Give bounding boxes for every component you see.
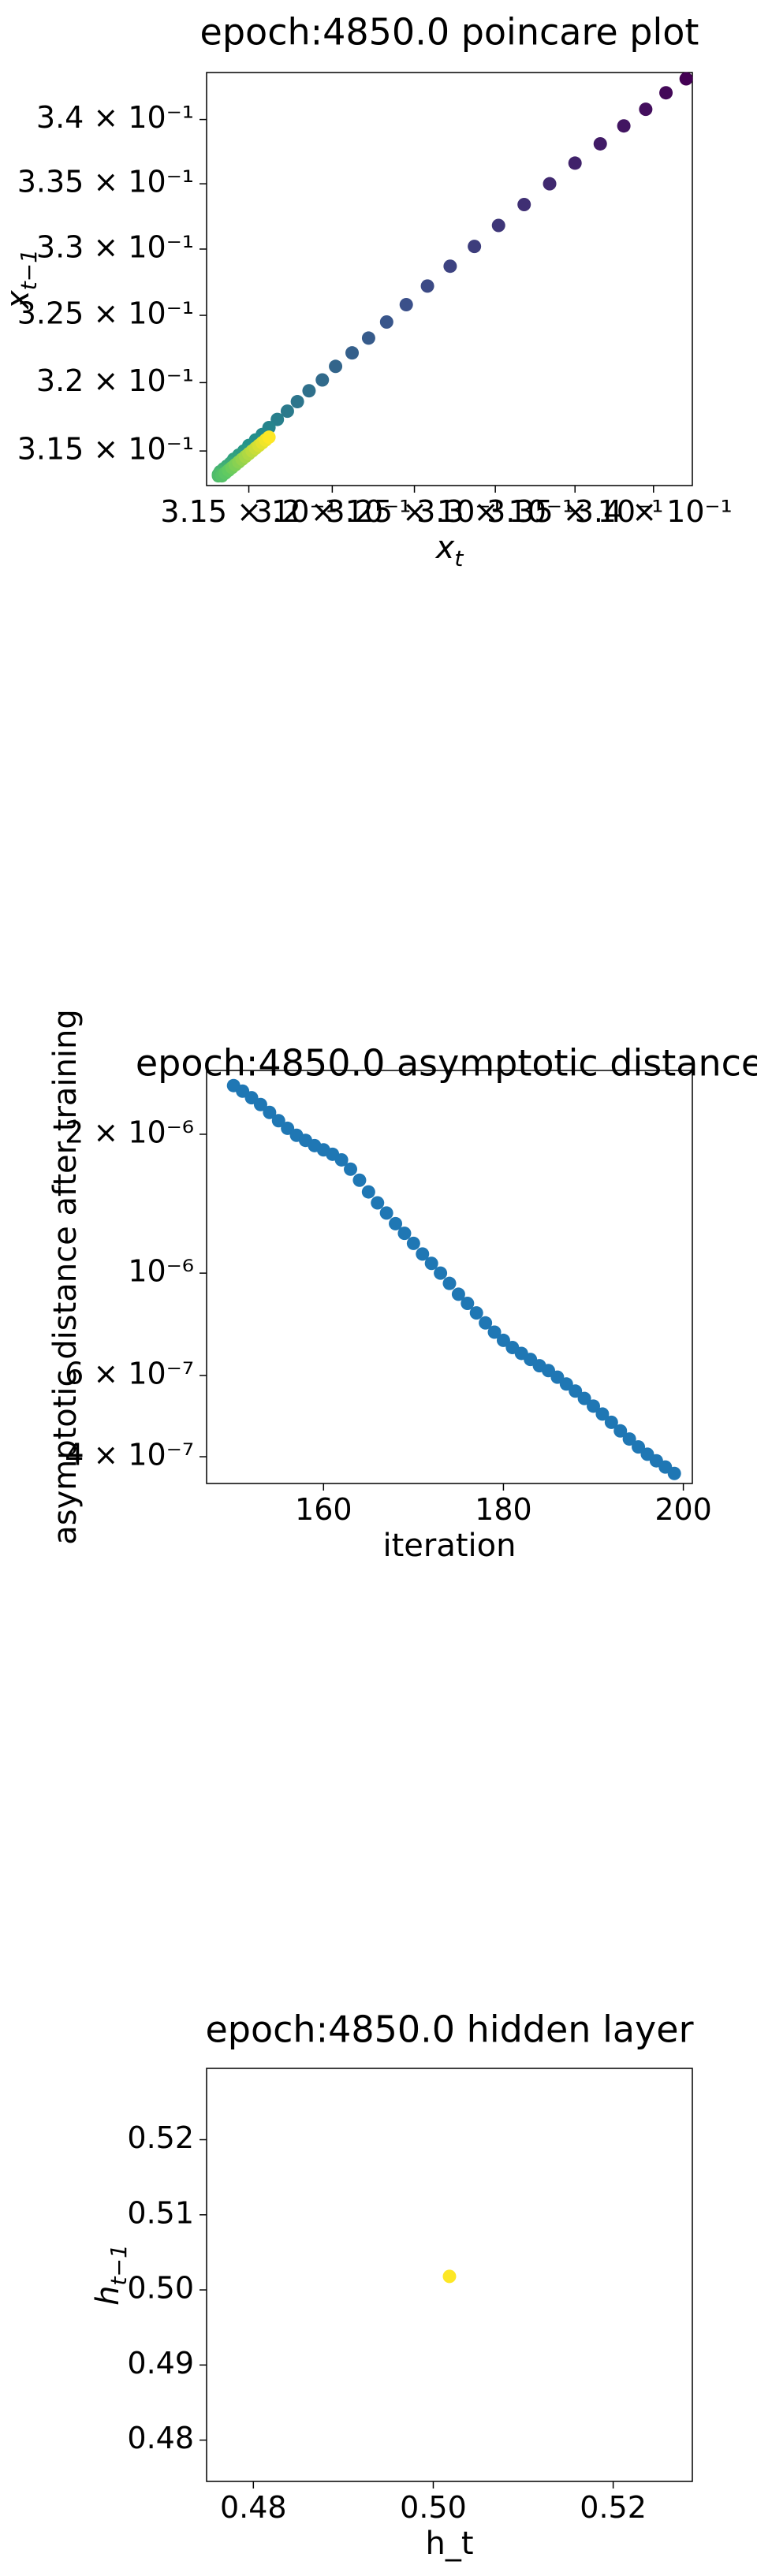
data-point [406,1236,420,1250]
x-tick-label: 3.4 × 10⁻¹ [575,494,733,529]
y-tick-label: 2 × 10⁻⁶ [65,1115,194,1149]
x-tick-label: 3.35 × 10⁻¹ [487,494,663,529]
y-tick-label: 3.3 × 10⁻¹ [36,229,194,264]
data-point [679,72,693,86]
x-tick-label: 3.2 × 10⁻¹ [253,494,411,529]
data-point [263,1105,277,1119]
data-point [639,102,653,117]
x-tick-label: 3.15 × 10⁻¹ [160,494,337,529]
data-point [559,1377,573,1391]
data-point [379,315,393,329]
data-point [543,177,557,191]
data-point [617,119,631,133]
y-tick-label: 0.51 [127,2195,194,2230]
y-tick-label: 0.50 [127,2271,194,2306]
x-tick-label: 0.52 [580,2490,647,2525]
data-point [253,1097,267,1111]
x-tick-label: 180 [475,1492,532,1527]
data-point [622,1432,636,1446]
x-tick-label: 200 [654,1492,712,1527]
y-tick-label: 3.15 × 10⁻¹ [17,432,194,467]
x-tick-label: 0.48 [220,2490,287,2525]
data-point [461,1296,475,1310]
y-tick-label: 3.4 × 10⁻¹ [36,100,194,135]
data-point [659,86,673,100]
y-tick-label: 0.48 [127,2421,194,2455]
data-point [468,240,482,254]
data-point [517,198,531,212]
data-point [667,1466,681,1480]
x-tick-label: 0.50 [400,2490,467,2525]
chart-3: epoch:4850.0 hidden layer 0.48 0.50 0.52 0.4… [90,2008,694,2563]
data-point [352,1173,367,1187]
data-point [280,404,294,419]
y-tick-label: 3.2 × 10⁻¹ [36,363,194,398]
data-point [334,1152,349,1167]
data-point [344,1162,358,1176]
data-point [420,279,434,293]
y-tick-label: 3.25 × 10⁻¹ [17,296,194,331]
chart-title: epoch:4850.0 hidden layer [206,2008,694,2051]
x-tick-label: 160 [295,1492,352,1527]
chart-title: epoch:4850.0 poincare plot [200,11,699,54]
x-tick-label: 3.3 × 10⁻¹ [416,494,574,529]
data-point [568,156,582,170]
y-axis-label: ht−1 [90,2244,132,2306]
chart-title: epoch:4850.0 asymptotic distance [136,1042,757,1085]
data-point [469,1306,483,1320]
data-point [345,346,360,360]
data-point [569,1384,583,1398]
data-point [361,1185,375,1199]
data-point [271,1114,285,1128]
y-tick-label: 6 × 10⁻⁷ [65,1356,194,1390]
x-axis-label: iteration [383,1528,516,1564]
data-point [491,218,505,233]
data-point [302,384,316,398]
y-tick-label: 10⁻⁶ [128,1254,194,1289]
data-point [479,1316,493,1330]
data-point [262,430,276,445]
data-point [434,1266,448,1280]
data-point [270,412,285,426]
y-axis-label: asymptotic distance after training [47,1009,84,1545]
data-point [604,1415,618,1429]
data-point [443,259,457,274]
data-point [595,1407,610,1421]
data-point [487,1325,502,1339]
data-point [399,298,413,312]
axes-frame [206,72,693,486]
data-point [416,1247,430,1261]
x-axis-label: xt [434,530,464,571]
data-point [587,1399,601,1413]
y-axis-label: xt−1 [0,249,42,311]
data-point [329,359,343,374]
data-point [451,1287,465,1301]
data-point [442,1276,457,1290]
data-point [397,1227,412,1241]
y-tick-label: 0.52 [127,2120,194,2155]
data-point [442,2269,457,2284]
data-point [613,1424,628,1438]
x-axis-label: h_t [425,2526,473,2562]
data-point [424,1256,438,1271]
data-point [290,395,304,409]
y-tick-label: 3.35 × 10⁻¹ [17,165,194,199]
chart-2: epoch:4850.0 asymptotic distance 160 180 20… [47,1009,757,1564]
y-tick-label: 0.49 [127,2346,194,2381]
data-point [371,1196,385,1210]
data-point [593,136,607,151]
data-point [379,1206,393,1220]
data-point [632,1440,646,1454]
axes-frame [206,1070,693,1484]
data-point [577,1391,591,1405]
y-tick-label: 4 × 10⁻⁷ [65,1438,194,1472]
axes-frame [206,2068,693,2482]
data-point [361,331,375,345]
data-point [389,1216,403,1230]
x-tick-label: 3.25 × 10⁻¹ [326,494,502,529]
data-point [496,1333,510,1347]
data-point [315,373,330,387]
